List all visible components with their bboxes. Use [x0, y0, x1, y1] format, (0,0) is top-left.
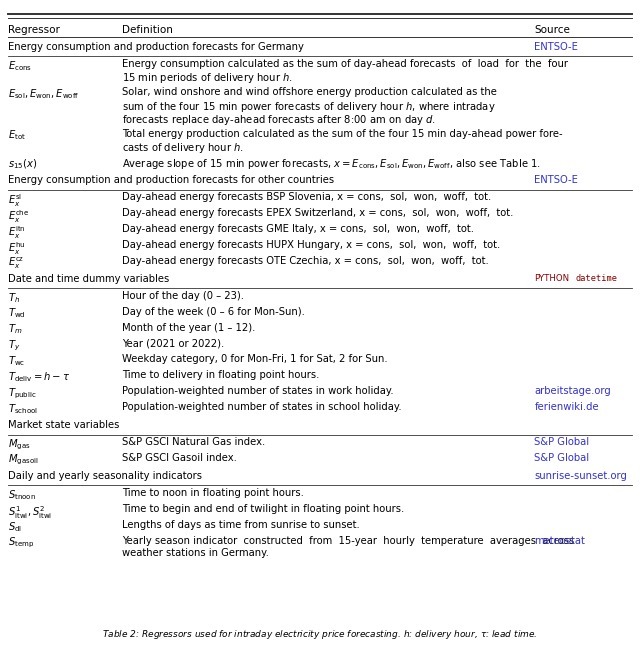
Text: Day of the week (0 – 6 for Mon-Sun).: Day of the week (0 – 6 for Mon-Sun).: [122, 306, 305, 317]
Text: arbeitstage.org: arbeitstage.org: [534, 386, 611, 396]
Text: Energy consumption and production forecasts for other countries: Energy consumption and production foreca…: [8, 175, 334, 185]
Text: $T_{\mathrm{wc}}$: $T_{\mathrm{wc}}$: [8, 354, 25, 368]
Text: Day-ahead energy forecasts HUPX Hungary, x = cons,  sol,  won,  woff,  tot.: Day-ahead energy forecasts HUPX Hungary,…: [122, 239, 500, 250]
Text: $T_y$: $T_y$: [8, 338, 20, 353]
Text: weather stations in Germany.: weather stations in Germany.: [122, 548, 268, 558]
Text: Weekday category, 0 for Mon-Fri, 1 for Sat, 2 for Sun.: Weekday category, 0 for Mon-Fri, 1 for S…: [122, 354, 387, 364]
Text: ferienwiki.de: ferienwiki.de: [534, 402, 599, 412]
Text: Day-ahead energy forecasts BSP Slovenia, x = cons,  sol,  won,  woff,  tot.: Day-ahead energy forecasts BSP Slovenia,…: [122, 192, 491, 202]
Text: sum of the four 15 min power forecasts of delivery hour $h$, where intraday: sum of the four 15 min power forecasts o…: [122, 100, 495, 114]
Text: ENTSO-E: ENTSO-E: [534, 42, 579, 51]
Text: ENTSO-E: ENTSO-E: [534, 175, 579, 185]
Text: $s_{15}(x)$: $s_{15}(x)$: [8, 157, 37, 171]
Text: Day-ahead energy forecasts GME Italy, x = cons,  sol,  won,  woff,  tot.: Day-ahead energy forecasts GME Italy, x …: [122, 224, 474, 234]
Text: PYTHON: PYTHON: [534, 273, 570, 282]
Text: $T_m$: $T_m$: [8, 323, 22, 336]
Text: Energy consumption and production forecasts for Germany: Energy consumption and production foreca…: [8, 42, 303, 51]
Text: casts of delivery hour $h$.: casts of delivery hour $h$.: [122, 141, 243, 155]
Text: Total energy production calculated as the sum of the four 15 min day-ahead power: Total energy production calculated as th…: [122, 129, 562, 138]
Text: $S^1_{\mathrm{itwi}}, S^2_{\mathrm{itwi}}$: $S^1_{\mathrm{itwi}}, S^2_{\mathrm{itwi}…: [8, 504, 52, 520]
Text: $S_{\mathrm{temp}}$: $S_{\mathrm{temp}}$: [8, 535, 34, 550]
Text: $E_x^{\mathrm{che}}$: $E_x^{\mathrm{che}}$: [8, 208, 29, 225]
Text: Hour of the day (0 – 23).: Hour of the day (0 – 23).: [122, 291, 244, 300]
Text: $S_{\mathrm{tnoon}}$: $S_{\mathrm{tnoon}}$: [8, 488, 36, 502]
Text: Time to delivery in floating point hours.: Time to delivery in floating point hours…: [122, 370, 319, 380]
Text: Yearly season indicator  constructed  from  15-year  hourly  temperature  averag: Yearly season indicator constructed from…: [122, 535, 574, 546]
Text: Lengths of days as time from sunrise to sunset.: Lengths of days as time from sunrise to …: [122, 520, 359, 530]
Text: Day-ahead energy forecasts EPEX Switzerland, x = cons,  sol,  won,  woff,  tot.: Day-ahead energy forecasts EPEX Switzerl…: [122, 208, 513, 218]
Text: $E_{\mathrm{tot}}$: $E_{\mathrm{tot}}$: [8, 129, 26, 142]
Text: Solar, wind onshore and wind offshore energy production calculated as the: Solar, wind onshore and wind offshore en…: [122, 88, 497, 97]
Text: S&P Global: S&P Global: [534, 453, 589, 463]
Text: $T_{\mathrm{deliv}} = h - \tau$: $T_{\mathrm{deliv}} = h - \tau$: [8, 370, 70, 384]
Text: $E_{\mathrm{cons}}$: $E_{\mathrm{cons}}$: [8, 59, 32, 73]
Text: Date and time dummy variables: Date and time dummy variables: [8, 273, 169, 284]
Text: sunrise-sunset.org: sunrise-sunset.org: [534, 471, 627, 481]
Text: Definition: Definition: [122, 25, 172, 35]
Text: Average slope of 15 min power forecasts, $x = E_{\mathrm{cons}}, E_{\mathrm{sol}: Average slope of 15 min power forecasts,…: [122, 157, 540, 171]
Text: $E_x^{\mathrm{cz}}$: $E_x^{\mathrm{cz}}$: [8, 256, 24, 271]
Text: meteostat: meteostat: [534, 535, 585, 546]
Text: $E_{\mathrm{sol}}, E_{\mathrm{won}}, E_{\mathrm{woff}}$: $E_{\mathrm{sol}}, E_{\mathrm{won}}, E_{…: [8, 88, 79, 101]
Text: S&P Global: S&P Global: [534, 437, 589, 447]
Text: S&P GSCI Natural Gas index.: S&P GSCI Natural Gas index.: [122, 437, 265, 447]
Text: $S_{\mathrm{dl}}$: $S_{\mathrm{dl}}$: [8, 520, 22, 533]
Text: Table 2: Regressors used for intraday electricity price forecasting. $h$: delive: Table 2: Regressors used for intraday el…: [102, 628, 538, 641]
Text: $M_{\mathrm{gasoil}}$: $M_{\mathrm{gasoil}}$: [8, 453, 38, 467]
Text: $E_x^{\mathrm{sl}}$: $E_x^{\mathrm{sl}}$: [8, 192, 22, 209]
Text: Month of the year (1 – 12).: Month of the year (1 – 12).: [122, 323, 255, 332]
Text: Year (2021 or 2022).: Year (2021 or 2022).: [122, 338, 224, 349]
Text: $T_{\mathrm{school}}$: $T_{\mathrm{school}}$: [8, 402, 38, 416]
Text: $M_{\mathrm{gas}}$: $M_{\mathrm{gas}}$: [8, 437, 30, 452]
Text: Population-weighted number of states in school holiday.: Population-weighted number of states in …: [122, 402, 401, 412]
Text: $E_x^{\mathrm{itn}}$: $E_x^{\mathrm{itn}}$: [8, 224, 26, 241]
Text: Daily and yearly seasonality indicators: Daily and yearly seasonality indicators: [8, 471, 202, 481]
Text: Time to begin and end of twilight in floating point hours.: Time to begin and end of twilight in flo…: [122, 504, 404, 514]
Text: Market state variables: Market state variables: [8, 420, 119, 430]
Text: Day-ahead energy forecasts OTE Czechia, x = cons,  sol,  won,  woff,  tot.: Day-ahead energy forecasts OTE Czechia, …: [122, 256, 488, 265]
Text: S&P GSCI Gasoil index.: S&P GSCI Gasoil index.: [122, 453, 236, 463]
Text: 15 min periods of delivery hour $h$.: 15 min periods of delivery hour $h$.: [122, 71, 292, 86]
Text: $T_{\mathrm{public}}$: $T_{\mathrm{public}}$: [8, 386, 36, 400]
Text: $T_{\mathrm{wd}}$: $T_{\mathrm{wd}}$: [8, 306, 26, 321]
Text: $T_h$: $T_h$: [8, 291, 20, 304]
Text: forecasts replace day-ahead forecasts after 8:00 am on day $d$.: forecasts replace day-ahead forecasts af…: [122, 113, 436, 127]
Text: datetime: datetime: [576, 273, 618, 282]
Text: Time to noon in floating point hours.: Time to noon in floating point hours.: [122, 488, 303, 498]
Text: $E_x^{\mathrm{hu}}$: $E_x^{\mathrm{hu}}$: [8, 239, 25, 256]
Text: Energy consumption calculated as the sum of day-ahead forecasts  of  load  for  : Energy consumption calculated as the sum…: [122, 59, 568, 69]
Text: Source: Source: [534, 25, 570, 35]
Text: Population-weighted number of states in work holiday.: Population-weighted number of states in …: [122, 386, 393, 396]
Text: Regressor: Regressor: [8, 25, 60, 35]
